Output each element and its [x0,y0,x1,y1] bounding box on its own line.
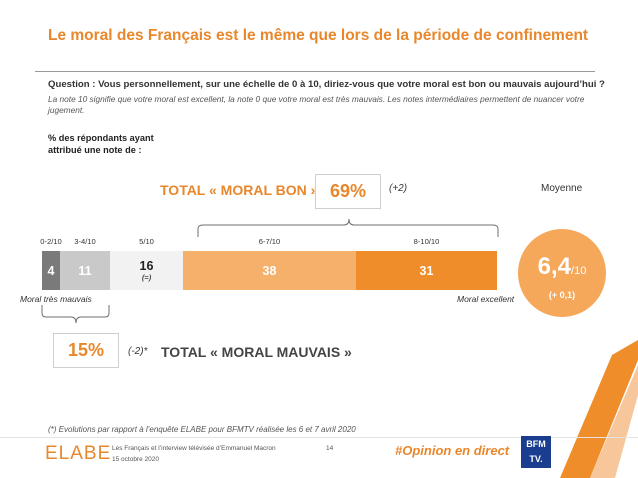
total-good-delta: (+2) [389,183,408,194]
hashtag: #Opinion en direct [395,443,510,458]
bar-value-label: 11 [78,263,92,278]
question-text: Question : Vous personnellement, sur une… [48,79,605,90]
bar-segment-6-7-10: 38 [183,251,356,290]
total-bad-delta: (-2)* [128,346,148,357]
bar-value-label: 16 [139,259,154,273]
percent-label: % des répondants ayant attribué une note… [48,133,154,155]
average-label: Moyenne [541,183,583,194]
good-brace [197,218,499,237]
bfmtv-logo: BFM TV. [521,436,551,468]
right-end-label: Moral excellent [457,294,515,304]
total-bad-value: 15% [53,333,119,368]
page-title: Le moral des Français est le même que lo… [48,27,589,44]
source-line-1: Les Français et l’interview télévisée d’… [112,445,276,452]
category-label: 0-2/10 [40,237,62,246]
average-value: 6,4 [537,253,572,280]
total-good-title: TOTAL « MORAL BON » [160,182,319,198]
source-line-2: 15 octobre 2020 [112,456,159,463]
average-circle: 6,4/10 (+ 0,1) [518,229,606,317]
bad-brace [41,305,110,324]
footer-divider [0,437,638,438]
average-value-wrap: 6,4/10 [518,253,606,281]
bar-segment-3-4-10: 11 [60,251,110,290]
bar-segment-0-2-10: 4 [42,251,60,290]
category-label: 5/10 [139,237,154,246]
category-label: 6-7/10 [258,237,281,246]
average-delta: (+ 0,1) [548,290,576,300]
bar-value-label: 4 [47,263,55,278]
category-label: 8-10/10 [413,237,440,246]
bar-value-label: 38 [262,263,277,278]
average-unit: /10 [571,265,587,277]
category-label: 3-4/10 [74,237,96,246]
brand-a-shape [560,340,638,478]
bfmtv-logo-box: BFM TV. [521,436,551,468]
total-bad-title: TOTAL « MORAL MAUVAIS » [161,344,352,360]
total-good-value: 69% [315,174,381,209]
scale-note: La note 10 signifie que votre moral est … [48,94,585,115]
bar-segment-5-10: 16 (=) [110,251,183,290]
bar-segment-8-10-10: 31 [356,251,497,290]
bfmtv-logo-line1: BFM [526,439,546,449]
footnote: (*) Evolutions par rapport à l’enquête E… [48,425,356,434]
bar-value-label: 31 [419,263,434,278]
bar-delta-label: (=) [141,273,152,282]
left-end-label: Moral très mauvais [20,294,92,304]
page-number: 14 [326,445,334,452]
brand-a-shape-light [590,365,638,478]
divider [35,71,595,72]
elabe-logo: ELABE [45,443,112,464]
bfmtv-logo-line2: TV. [529,454,543,464]
